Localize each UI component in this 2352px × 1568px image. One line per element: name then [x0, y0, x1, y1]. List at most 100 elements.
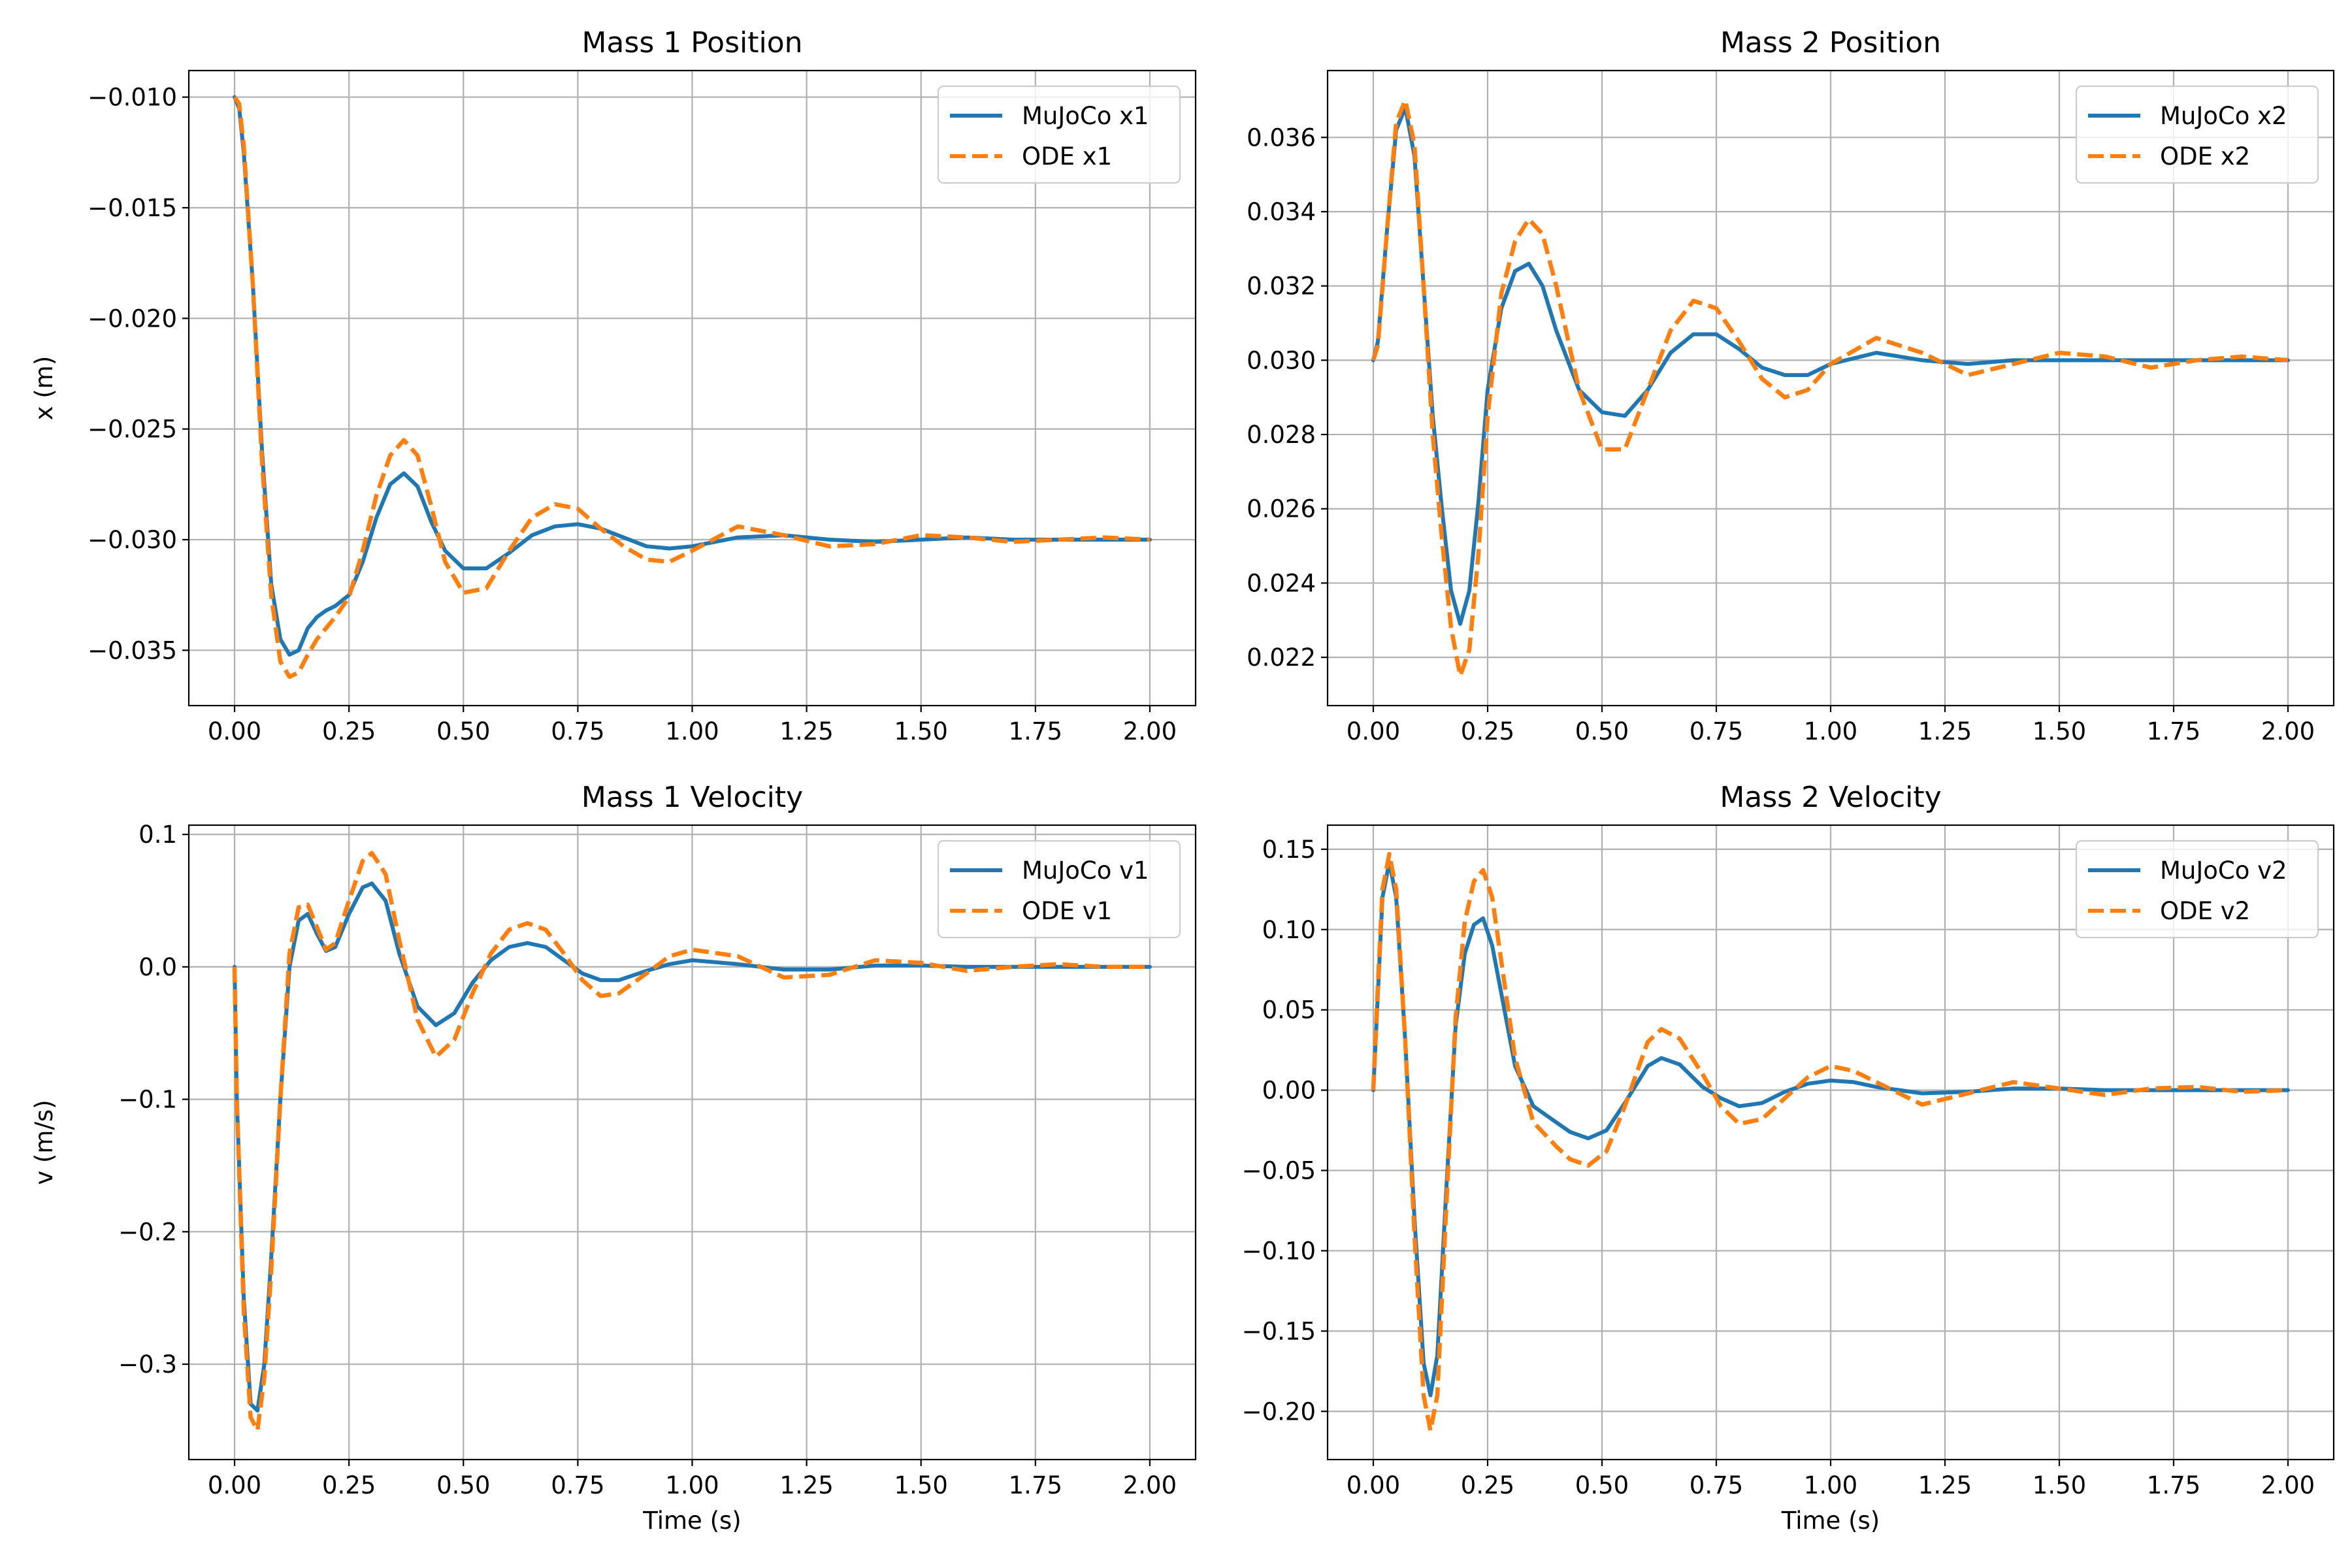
legend-label: ODE x1: [1022, 142, 1112, 171]
x-tick-label: 2.00: [1123, 717, 1177, 745]
y-tick-label: 0.15: [1262, 836, 1316, 864]
subplot-title: Mass 2 Position: [1720, 26, 1941, 59]
y-axis-label: v (m/s): [30, 1100, 58, 1184]
x-tick-label: 0.25: [1461, 717, 1514, 745]
y-tick-label: 0.10: [1262, 916, 1316, 944]
y-tick-label: −0.15: [1242, 1317, 1316, 1345]
legend: MuJoCo v2 ODE v2: [2075, 840, 2319, 939]
x-tick-label: 0.50: [1575, 1471, 1629, 1499]
y-tick-label: −0.030: [88, 526, 177, 554]
y-tick-label: −0.3: [118, 1350, 177, 1379]
legend-box: [2075, 840, 2319, 939]
y-tick-label: −0.20: [1242, 1397, 1316, 1426]
legend-label: MuJoCo v2: [2160, 857, 2287, 885]
y-tick-label: 0.0: [139, 953, 177, 981]
x-tick-label: 0.75: [551, 717, 604, 745]
y-tick-label: −0.015: [88, 194, 177, 222]
x-tick-label: 0.00: [208, 717, 261, 745]
x-tick-label: 0.50: [436, 1471, 490, 1499]
y-axis-label: x (m): [30, 356, 58, 421]
x-tick-label: 1.25: [779, 1471, 833, 1499]
x-tick-label: 1.75: [2147, 717, 2200, 745]
x-tick-label: 1.00: [1804, 717, 1857, 745]
legend-box: [937, 85, 1181, 184]
x-tick-label: 2.00: [2261, 717, 2315, 745]
legend-label: MuJoCo x1: [1022, 102, 1149, 130]
legend: MuJoCo x1 ODE x1: [937, 85, 1181, 184]
y-tick-label: 0.026: [1247, 495, 1316, 523]
y-tick-label: −0.025: [88, 416, 177, 444]
y-tick-label: 0.030: [1247, 346, 1316, 374]
x-tick-label: 1.50: [2033, 1471, 2086, 1499]
x-tick-label: 0.00: [208, 1471, 261, 1499]
x-tick-label: 0.25: [322, 1471, 376, 1499]
x-tick-label: 0.75: [1690, 717, 1743, 745]
legend: MuJoCo x2 ODE x2: [2075, 85, 2319, 184]
x-tick-label: 0.50: [436, 717, 490, 745]
x-axis-label: Time (s): [1781, 1507, 1880, 1535]
series-line-mujoco: [1371, 860, 2290, 1397]
x-tick-label: 1.50: [2033, 717, 2086, 745]
x-tick-label: 0.50: [1575, 717, 1629, 745]
y-tick-label: 0.1: [139, 821, 177, 849]
subplot-grid: 0.00 0.25 0.50 0.75 1.00 1.25 1.50 1.75 2.00 −0.0…: [30, 26, 2335, 1535]
y-tick-label: 0.034: [1247, 198, 1316, 226]
x-tick-label: 0.00: [1347, 717, 1400, 745]
series-line-ode: [232, 851, 1150, 1433]
y-tick-label: 0.022: [1247, 644, 1316, 672]
x-tick-label: 2.00: [1123, 1471, 1177, 1499]
legend-label: ODE v2: [2160, 897, 2250, 925]
x-tick-label: 1.75: [2147, 1471, 2200, 1499]
series-line-mujoco: [233, 95, 1152, 657]
legend-box: [2075, 85, 2319, 184]
subplot-3: 0.00 0.25 0.50 0.75 1.00 1.25 1.50 1.75 2.00 −0.3…: [30, 781, 1197, 1535]
series-line-ode: [233, 95, 1151, 679]
x-tick-label: 1.25: [1918, 1471, 1972, 1499]
x-tick-label: 0.75: [551, 1471, 604, 1499]
subplot-title: Mass 1 Position: [581, 26, 802, 59]
series-line-ode: [1371, 851, 2289, 1433]
x-tick-label: 1.50: [894, 1471, 948, 1499]
subplot-4: 0.00 0.25 0.50 0.75 1.00 1.25 1.50 1.75 2.00 −0.2…: [1242, 781, 2335, 1535]
subplot-2: 0.00 0.25 0.50 0.75 1.00 1.25 1.50 1.75 2.00 0.02…: [1247, 26, 2335, 745]
x-tick-label: 0.00: [1347, 1471, 1400, 1499]
subplot-title: Mass 1 Velocity: [581, 781, 803, 814]
x-tick-label: 0.25: [1461, 1471, 1514, 1499]
y-tick-label: −0.010: [88, 84, 177, 112]
series-line-mujoco: [233, 881, 1152, 1413]
y-tick-label: −0.2: [118, 1218, 177, 1246]
x-tick-label: 1.25: [1918, 717, 1972, 745]
x-tick-label: 1.00: [665, 717, 719, 745]
x-tick-label: 1.75: [1009, 1471, 1062, 1499]
y-tick-label: 0.032: [1247, 272, 1316, 301]
legend-label: MuJoCo v1: [1022, 857, 1149, 885]
x-tick-label: 1.75: [1009, 717, 1062, 745]
x-tick-label: 0.25: [322, 717, 376, 745]
y-tick-label: −0.1: [118, 1086, 177, 1114]
legend: MuJoCo v1 ODE v1: [937, 840, 1181, 939]
x-tick-label: 1.00: [665, 1471, 719, 1499]
y-tick-label: 0.036: [1247, 123, 1316, 152]
x-tick-label: 1.25: [779, 717, 833, 745]
x-axis-label: Time (s): [642, 1507, 741, 1535]
y-tick-label: −0.10: [1242, 1237, 1316, 1265]
x-tick-label: 1.00: [1804, 1471, 1857, 1499]
series-line-ode: [1371, 98, 2289, 678]
subplot-title: Mass 2 Velocity: [1720, 781, 1941, 814]
x-tick-label: 0.75: [1690, 1471, 1743, 1499]
legend-label: ODE v1: [1022, 897, 1112, 925]
y-tick-label: −0.020: [88, 304, 177, 333]
legend-label: MuJoCo x2: [2160, 102, 2287, 130]
legend-box: [937, 840, 1181, 939]
y-tick-label: 0.00: [1262, 1077, 1316, 1105]
y-tick-label: −0.05: [1242, 1157, 1316, 1185]
y-tick-label: 0.024: [1247, 569, 1316, 597]
y-tick-label: 0.028: [1247, 421, 1316, 449]
x-tick-label: 2.00: [2261, 1471, 2315, 1499]
y-tick-label: −0.035: [88, 636, 177, 664]
y-tick-label: 0.05: [1262, 996, 1316, 1024]
x-tick-label: 1.50: [894, 717, 948, 745]
legend-label: ODE x2: [2160, 142, 2250, 171]
